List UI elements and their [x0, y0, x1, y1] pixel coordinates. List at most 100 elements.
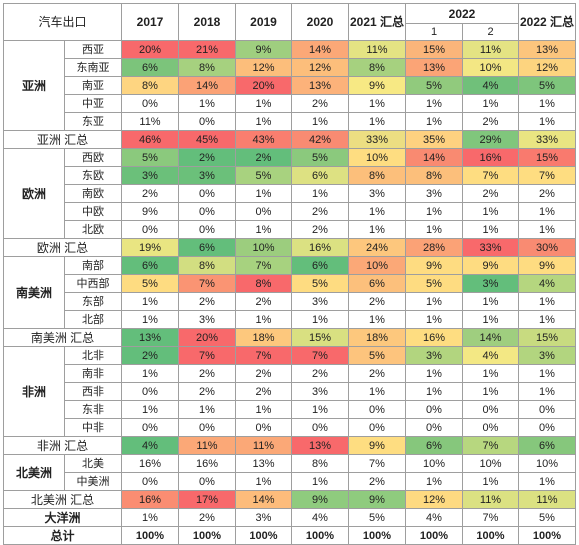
subregion-label: 南非: [64, 364, 122, 383]
data-cell: 1%: [235, 184, 292, 203]
data-cell: 45%: [178, 130, 236, 149]
data-cell: 2%: [462, 184, 519, 203]
data-cell: 6%: [348, 274, 406, 293]
data-cell: 1%: [405, 310, 463, 329]
data-cell: 4%: [462, 346, 519, 365]
data-cell: 3%: [121, 166, 179, 185]
table-row: 南美洲 南部 6% 8% 7% 6% 10% 9% 9% 9%: [3, 256, 576, 329]
data-cell: 2%: [235, 364, 292, 383]
data-cell: 3%: [291, 292, 349, 311]
data-cell: 1%: [235, 472, 292, 491]
table-row: 中非 0% 0% 0% 0% 0% 0% 0% 0%: [4, 418, 576, 437]
data-cell: 19%: [121, 238, 179, 257]
data-cell: 1%: [462, 472, 519, 491]
data-cell: 0%: [121, 220, 179, 239]
subregion-label: 南欧: [64, 184, 122, 203]
data-cell: 0%: [121, 94, 179, 113]
table-row: 中欧 9% 0% 0% 2% 1% 1% 1% 1%: [4, 202, 576, 221]
data-cell: 2%: [178, 364, 236, 383]
grand-total-label: 总计: [3, 526, 122, 545]
data-cell: 1%: [405, 382, 463, 401]
col-header: 2022 汇总: [518, 3, 576, 41]
subregion-label: 西欧: [64, 148, 122, 167]
data-cell: 1%: [518, 220, 576, 239]
col-header: 2021 汇总: [348, 3, 406, 41]
data-cell: 0%: [291, 418, 349, 437]
data-cell: 1%: [462, 202, 519, 221]
data-cell: 1%: [348, 94, 406, 113]
col-header: 2018: [178, 3, 236, 41]
col-header: 2019: [235, 3, 292, 41]
data-cell: 2%: [348, 292, 406, 311]
data-cell: 2%: [291, 364, 349, 383]
data-cell: 5%: [121, 148, 179, 167]
data-cell: 7%: [291, 346, 349, 365]
table-row: 非洲 北非 2% 7% 7% 7% 5% 3% 4% 3%: [3, 346, 576, 437]
data-cell: 24%: [348, 238, 406, 257]
subregion-label: 西亚: [64, 40, 122, 59]
data-cell: 7%: [235, 346, 292, 365]
data-cell: 10%: [518, 454, 576, 473]
subregion-label: 中西部: [64, 274, 122, 293]
data-cell: 5%: [235, 166, 292, 185]
data-cell: 1%: [235, 400, 292, 419]
data-cell: 3%: [405, 346, 463, 365]
data-cell: 6%: [291, 166, 349, 185]
data-cell: 100%: [178, 526, 236, 545]
table-row: 北欧 0% 0% 1% 2% 1% 1% 1% 1%: [4, 220, 576, 239]
col-subheader: 1: [405, 23, 463, 41]
table-row: 亚洲 西亚 20% 21% 9% 14% 11% 15% 11% 13%: [3, 40, 576, 131]
data-cell: 20%: [178, 328, 236, 347]
data-cell: 2%: [178, 508, 236, 527]
table-row: 中亚 0% 1% 1% 2% 1% 1% 1% 1%: [4, 94, 576, 113]
data-cell: 100%: [462, 526, 519, 545]
data-cell: 0%: [121, 382, 179, 401]
subregion-label: 东亚: [64, 112, 122, 131]
data-cell: 6%: [518, 436, 576, 455]
data-cell: 5%: [291, 274, 349, 293]
data-cell: 4%: [291, 508, 349, 527]
data-cell: 8%: [348, 58, 406, 77]
data-cell: 10%: [235, 238, 292, 257]
data-cell: 1%: [462, 292, 519, 311]
data-cell: 1%: [518, 94, 576, 113]
data-cell: 42%: [291, 130, 349, 149]
subregion-label: 中亚: [64, 94, 122, 113]
region-label: 北美洲: [3, 454, 65, 491]
data-cell: 6%: [178, 238, 236, 257]
data-cell: 13%: [291, 436, 349, 455]
table-row: 南亚 8% 14% 20% 13% 9% 5% 4% 5%: [4, 76, 576, 95]
region-label: 亚洲: [3, 40, 65, 131]
data-cell: 9%: [518, 256, 576, 275]
data-cell: 1%: [235, 112, 292, 131]
data-cell: 1%: [291, 310, 349, 329]
data-cell: 4%: [462, 76, 519, 95]
data-cell: 1%: [518, 310, 576, 329]
data-cell: 1%: [462, 310, 519, 329]
data-cell: 20%: [235, 76, 292, 95]
data-cell: 14%: [235, 490, 292, 509]
table-row: 东非 1% 1% 1% 1% 0% 0% 0% 0%: [4, 400, 576, 419]
data-cell: 33%: [518, 130, 576, 149]
data-cell: 1%: [518, 112, 576, 131]
data-cell: 1%: [462, 94, 519, 113]
data-cell: 2%: [518, 184, 576, 203]
data-cell: 3%: [348, 184, 406, 203]
region-total-label: 北美洲 汇总: [3, 490, 122, 509]
data-cell: 10%: [462, 454, 519, 473]
data-cell: 0%: [462, 400, 519, 419]
data-cell: 100%: [291, 526, 349, 545]
subregion-label: 北部: [64, 310, 122, 329]
data-cell: 7%: [235, 256, 292, 275]
col-header: 2017: [121, 3, 179, 41]
data-cell: 1%: [121, 508, 179, 527]
data-cell: 1%: [462, 382, 519, 401]
data-cell: 9%: [235, 40, 292, 59]
data-cell: 13%: [291, 76, 349, 95]
subregion-label: 中非: [64, 418, 122, 437]
table-row: 东部 1% 2% 2% 3% 2% 1% 1% 1%: [4, 292, 576, 311]
data-cell: 2%: [178, 292, 236, 311]
data-cell: 100%: [518, 526, 576, 545]
data-cell: 28%: [405, 238, 463, 257]
data-cell: 7%: [462, 436, 519, 455]
